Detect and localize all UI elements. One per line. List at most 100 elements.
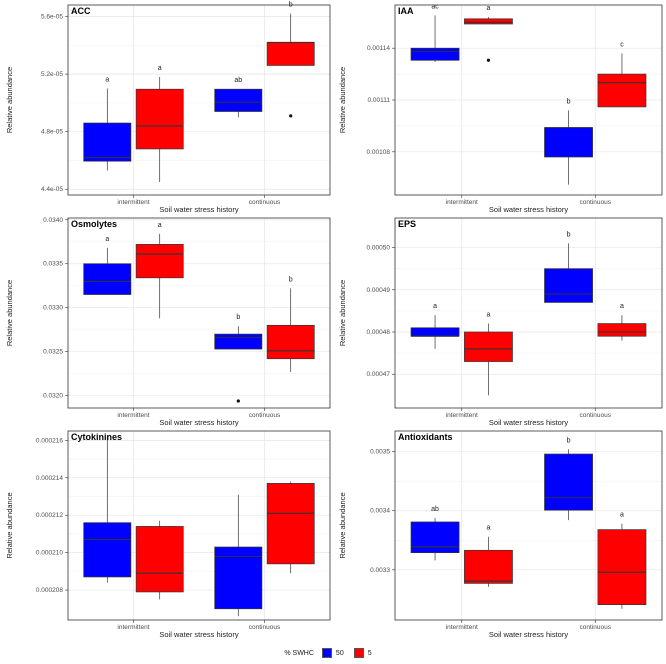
box-iqr: [266, 483, 315, 565]
significance-letter: b: [236, 314, 240, 321]
box-iqr: [83, 122, 132, 162]
significance-letter: a: [620, 303, 624, 310]
x-axis-label: Soil water stress history: [489, 205, 568, 214]
box-iaa-continuous-5: c: [597, 41, 647, 108]
box-iqr: [266, 42, 315, 66]
legend-label-5: 5: [367, 649, 372, 657]
box-iqr: [597, 323, 647, 337]
significance-letter: a: [158, 65, 162, 72]
box-osmolytes-continuous-50: b: [214, 314, 263, 403]
significance-letter: b: [289, 276, 293, 283]
significance-letter: a: [105, 236, 109, 243]
box-cytokinines-intermittent-50: [83, 436, 132, 583]
significance-letter: b: [567, 437, 571, 444]
box-eps-continuous-5: a: [597, 303, 647, 341]
x-tick-label: continuous: [249, 199, 281, 206]
y-tick-label: 0.00114: [367, 45, 390, 52]
y-tick-label: 0.0325: [43, 349, 63, 356]
significance-letter: a: [486, 5, 490, 12]
x-tick-label: intermittent: [117, 412, 149, 419]
significance-letter: a: [620, 512, 624, 519]
y-tick-label: 0.0033: [370, 567, 390, 574]
y-tick-label: 0.0335: [43, 261, 63, 268]
x-tick-label: intermittent: [117, 624, 149, 631]
box-acc-intermittent-50: a: [83, 76, 132, 171]
x-axis-label: Soil water stress history: [489, 418, 568, 427]
box-iqr: [410, 521, 460, 554]
y-tick-label: 0.000210: [36, 550, 63, 557]
plot-border: [67, 217, 331, 409]
y-tick-label: 0.00111: [367, 97, 390, 104]
significance-letter: ab: [234, 77, 242, 84]
box-acc-intermittent-5: a: [135, 65, 184, 183]
plot-border: [67, 4, 331, 196]
y-tick-label: 0.0340: [43, 217, 63, 224]
box-cytokinines-intermittent-5: [135, 520, 184, 600]
box-iaa-continuous-50: b: [544, 98, 593, 185]
panel-title: Osmolytes: [71, 219, 117, 229]
legend: % SWHC 50 5: [0, 644, 666, 662]
y-tick-label: 0.00050: [367, 245, 391, 252]
x-axis-label: Soil water stress history: [489, 630, 568, 639]
y-tick-label: 0.000212: [36, 512, 63, 519]
box-iqr: [135, 88, 184, 150]
y-tick-label: 0.0330: [43, 305, 63, 312]
box-iqr: [464, 331, 513, 362]
y-axis-label: Relative abundance: [338, 280, 347, 346]
box-iqr: [83, 522, 132, 578]
plot-border: [394, 217, 663, 409]
panel-osmolytes: 0.0320 0.0325 0.0330 0.0335 0.0340 intermitte…: [5, 217, 331, 427]
box-osmolytes-continuous-5: b: [266, 276, 315, 372]
y-tick-label: 0.000216: [36, 437, 63, 444]
y-tick-label: 4.8e-05: [41, 129, 63, 136]
x-tick-label: intermittent: [446, 199, 478, 206]
plot-background: [68, 5, 330, 195]
significance-letter: ab: [431, 506, 439, 513]
box-iqr: [266, 324, 315, 360]
significance-letter: a: [105, 76, 109, 83]
y-tick-label: 5.6e-05: [41, 14, 63, 21]
box-iqr: [214, 333, 263, 350]
box-iqr: [410, 327, 460, 337]
significance-letter: a: [433, 303, 437, 310]
plot-background: [395, 218, 662, 408]
y-tick-label: 0.00048: [367, 329, 391, 336]
panel-cytokinines: 0.000208 0.000210 0.000212 0.000214 0.000216…: [5, 430, 331, 639]
box-osmolytes-intermittent-50: a: [83, 236, 132, 295]
box-iqr: [544, 127, 593, 158]
box-iqr: [214, 88, 263, 112]
box-iqr: [135, 526, 184, 593]
plot-border: [394, 430, 663, 621]
y-axis-label: Relative abundance: [5, 280, 14, 346]
legend-key-50: [321, 648, 332, 658]
box-eps-continuous-50: b: [544, 231, 593, 303]
box-antioxidants-continuous-50: b: [544, 437, 593, 521]
x-tick-label: continuous: [580, 624, 612, 631]
y-axis-label: Relative abundance: [5, 67, 14, 133]
panel-title: Antioxidants: [398, 432, 453, 442]
y-tick-label: 0.0035: [370, 449, 390, 456]
y-axis-label: Relative abundance: [5, 492, 14, 558]
box-iqr: [410, 47, 460, 61]
box-cytokinines-continuous-50: [214, 494, 263, 617]
outlier-point: [236, 399, 240, 403]
legend-key-5: [353, 648, 364, 658]
box-iqr: [464, 18, 513, 25]
panel-title: IAA: [398, 6, 414, 16]
y-tick-label: 4.4e-05: [41, 186, 63, 193]
x-axis-label: Soil water stress history: [159, 418, 238, 427]
box-antioxidants-continuous-5: a: [597, 512, 647, 609]
x-axis-label: Soil water stress history: [159, 205, 238, 214]
y-tick-label: 0.0034: [370, 508, 390, 515]
x-tick-label: intermittent: [117, 199, 149, 206]
plot-background: [68, 218, 330, 408]
box-iqr: [83, 263, 132, 295]
panel-title: Cytokinines: [71, 432, 122, 442]
legend-title: % SWHC: [284, 649, 314, 657]
y-tick-label: 0.00047: [367, 371, 391, 378]
x-tick-label: continuous: [249, 412, 281, 419]
significance-letter: b: [567, 98, 571, 105]
y-axis-label: Relative abundance: [338, 492, 347, 558]
box-iqr: [597, 529, 647, 605]
x-tick-label: continuous: [580, 199, 612, 206]
